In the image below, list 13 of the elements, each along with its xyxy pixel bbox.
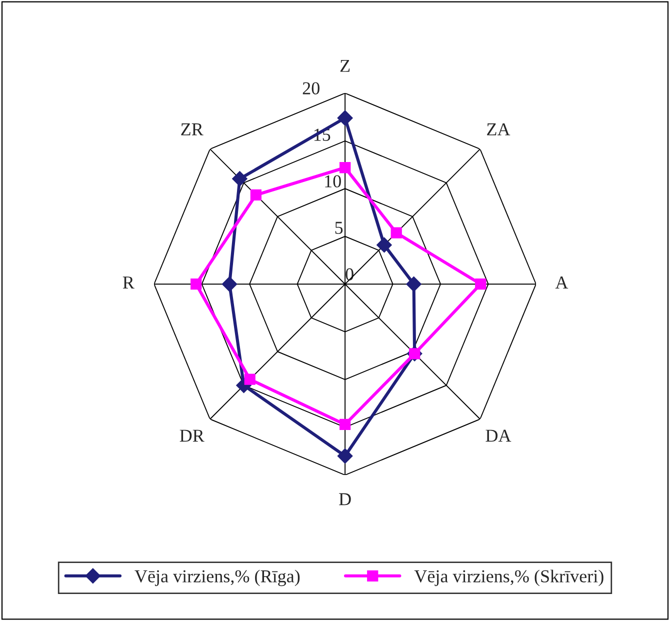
legend-label: Vēja virziens,% (Skrīveri)	[414, 570, 604, 586]
spoke-label: A	[555, 276, 568, 288]
spoke-label: Z	[340, 60, 350, 72]
spoke-label: ZA	[487, 123, 510, 136]
spoke-label: ZR	[181, 123, 204, 136]
spoke-label: D	[339, 493, 351, 506]
spoke-label: R	[122, 276, 134, 288]
spoke-label: DA	[486, 430, 512, 442]
y-tick-label: 10	[325, 175, 341, 188]
legend-label: Vēja virziens,% (Rīga)	[134, 570, 300, 586]
y-tick-label: 20	[302, 82, 320, 94]
y-tick-label: 5	[335, 222, 343, 234]
spoke-label: DR	[180, 430, 204, 442]
